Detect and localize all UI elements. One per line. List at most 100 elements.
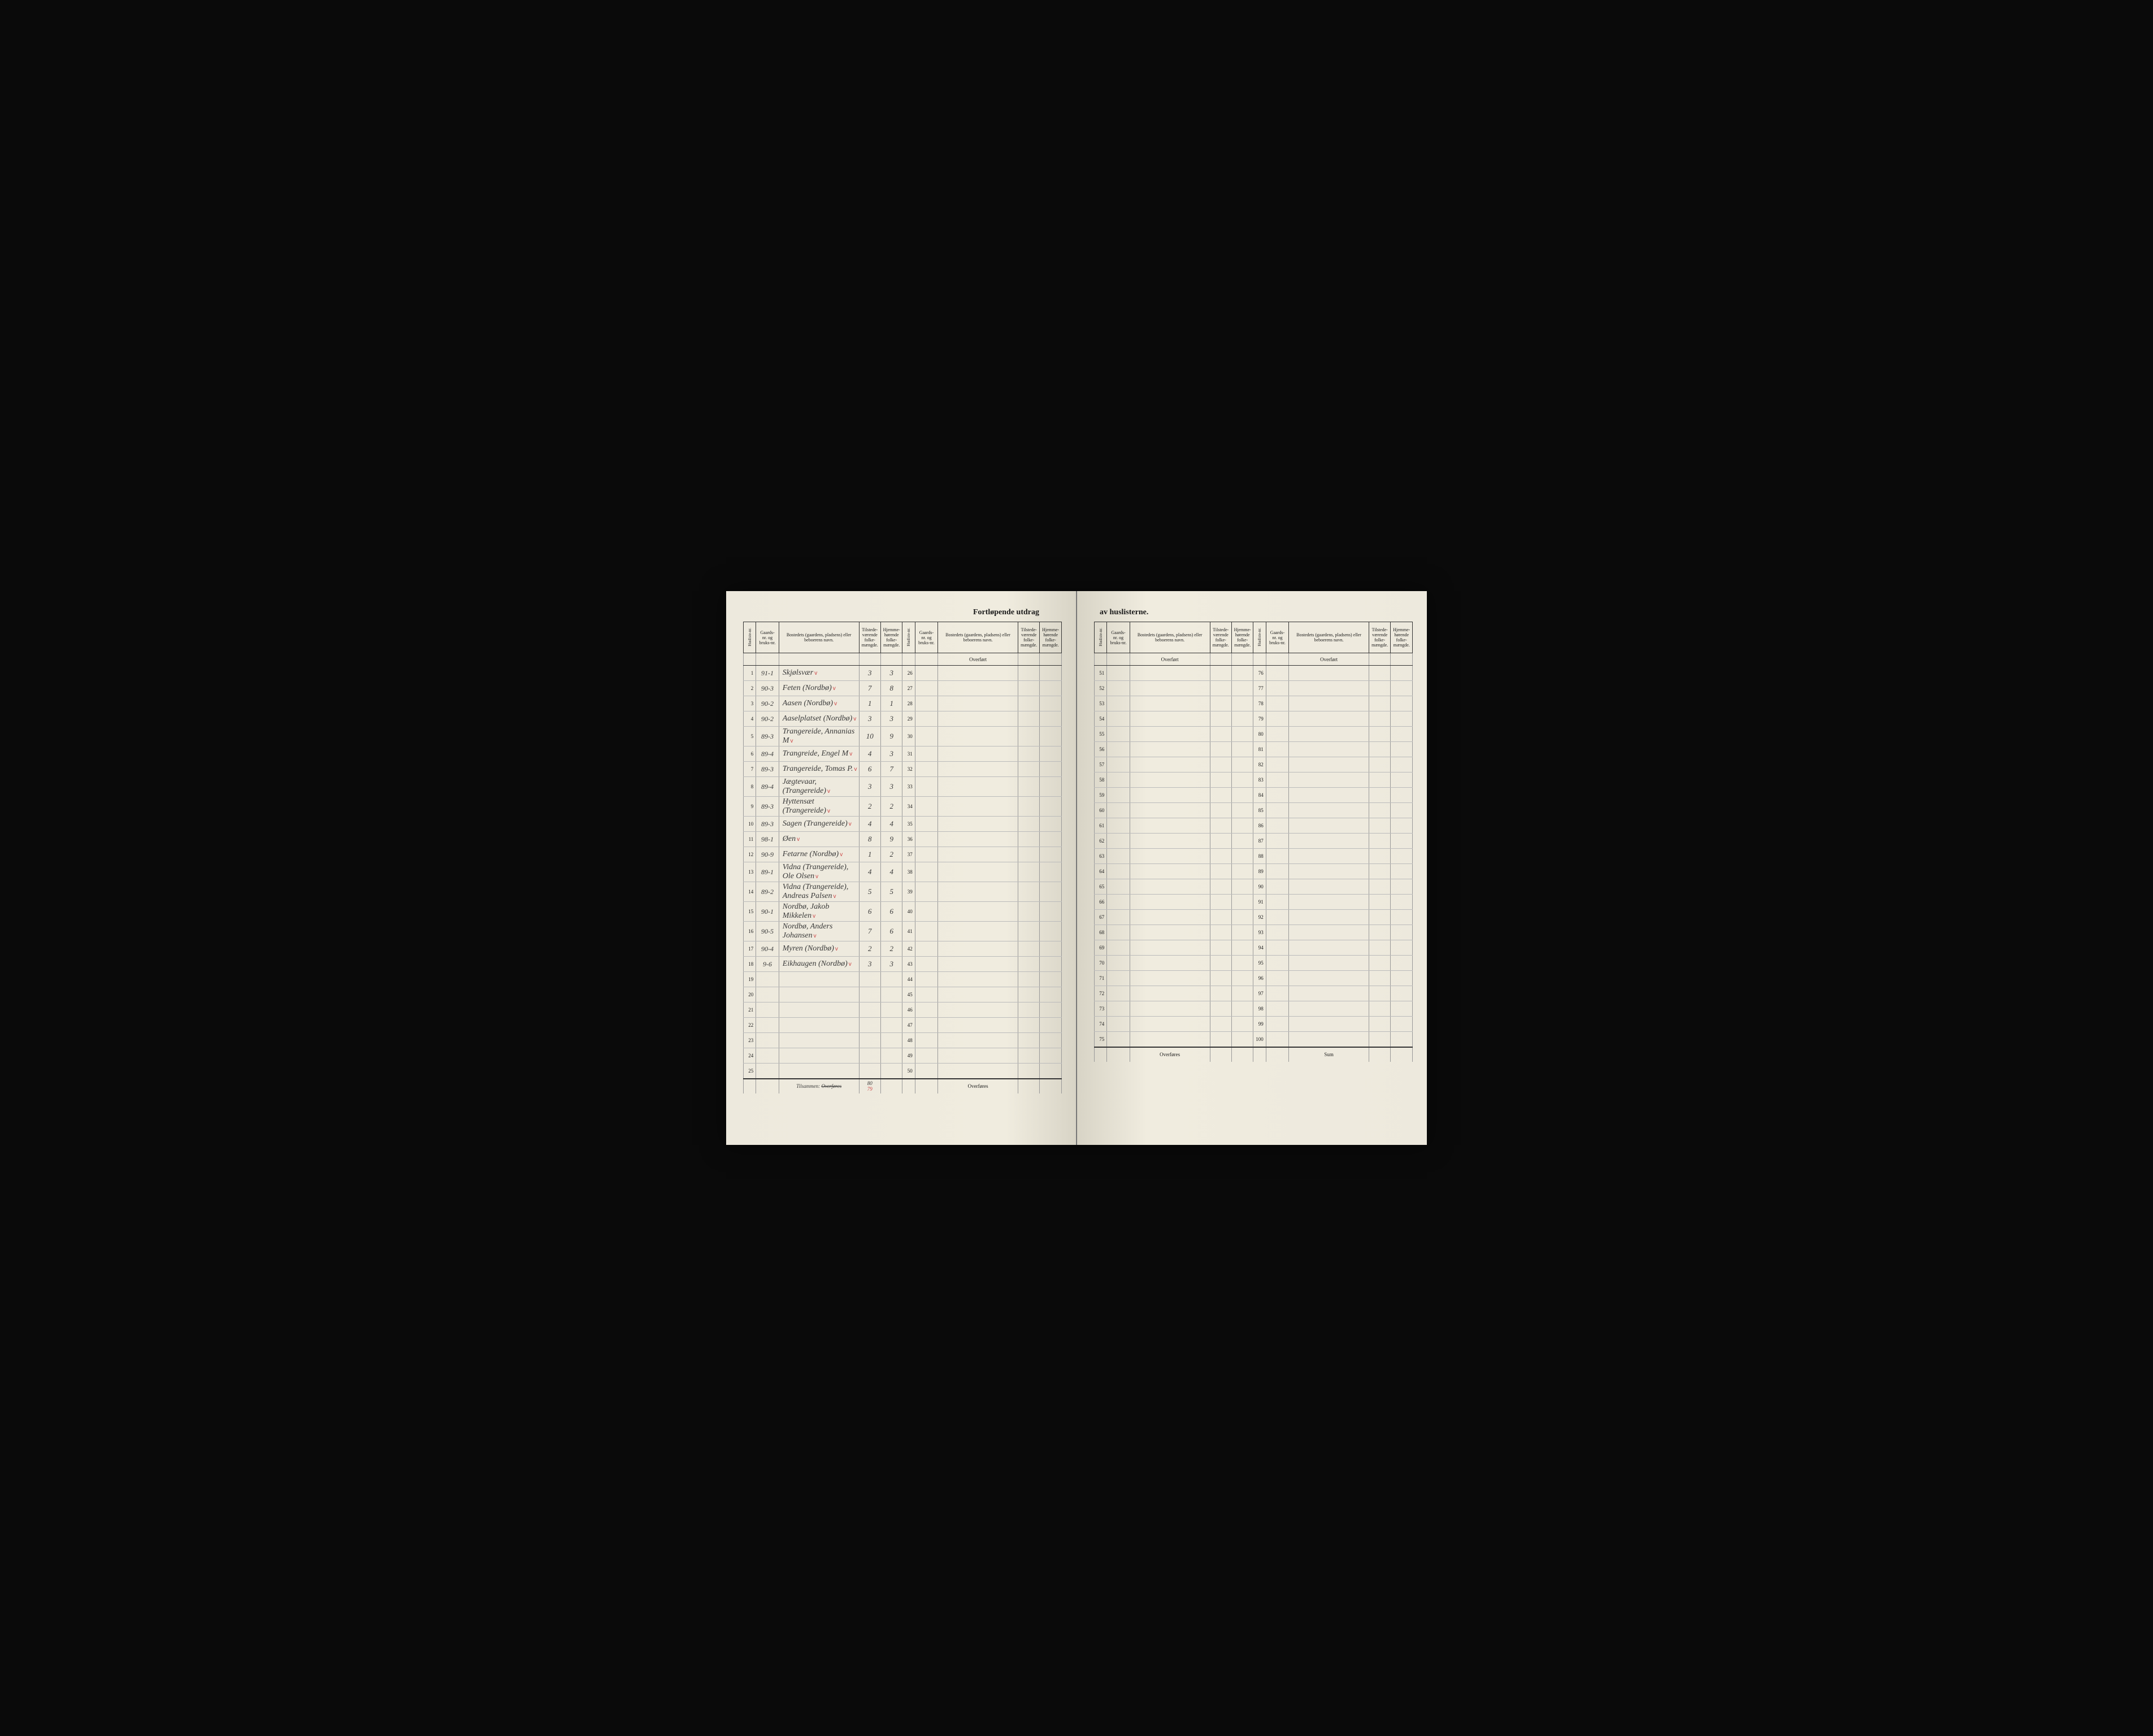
row-num-b: 90: [1253, 879, 1266, 895]
gaards-cell: [756, 1002, 779, 1018]
bosted-cell-b: [938, 941, 1018, 957]
gaards-cell: [1107, 803, 1130, 818]
bosted-cell: [1130, 742, 1210, 757]
tilstede-cell: [1210, 986, 1231, 1001]
gaards-cell-b: [1266, 696, 1289, 711]
gaards-cell-b: [915, 797, 938, 817]
hjemme-cell: 6: [880, 902, 902, 922]
row-num: 10: [744, 817, 756, 832]
row-num-b: 27: [902, 681, 915, 696]
col-tilstede-c: Tilstede-værende folke-mængde.: [1210, 622, 1231, 653]
tilstede-cell: [1210, 788, 1231, 803]
hjemme-cell: [1231, 742, 1253, 757]
tilstede-cell-b: [1369, 757, 1390, 772]
bosted-cell-b: [1289, 1017, 1369, 1032]
row-num: 2: [744, 681, 756, 696]
tilstede-cell-b: [1369, 956, 1390, 971]
row-num-b: 45: [902, 987, 915, 1002]
bosted-cell-b: [1289, 879, 1369, 895]
gaards-cell: 89-3: [756, 797, 779, 817]
bosted-cell-b: [1289, 986, 1369, 1001]
tilstede-cell-b: [1369, 971, 1390, 986]
col-hjemme-d: Hjemme-hørende folke-mængde.: [1391, 622, 1413, 653]
gaards-cell-b: [915, 727, 938, 747]
tilstede-cell: [859, 1064, 880, 1079]
bosted-cell: [1130, 681, 1210, 696]
hjemme-cell: [1231, 772, 1253, 788]
col-hjemme: Hjemme-hørende folke-mængde.: [880, 622, 902, 653]
gaards-cell-b: [1266, 956, 1289, 971]
footer-row: Tilsammen: Overføres8079Overføres: [744, 1079, 1062, 1093]
tilstede-cell-b: [1018, 777, 1039, 797]
table-row: 56 81: [1095, 742, 1413, 757]
hjemme-cell-b: [1391, 772, 1413, 788]
table-row: 18 9-6 Eikhaugen (Nordbø)v 3 3 43: [744, 957, 1062, 972]
hjemme-cell: [880, 1018, 902, 1033]
tilstede-cell: 3: [859, 777, 880, 797]
tilstede-cell-b: [1369, 834, 1390, 849]
gaards-cell: [1107, 864, 1130, 879]
gaards-cell: [1107, 895, 1130, 910]
hjemme-cell: [1231, 696, 1253, 711]
row-num: 63: [1095, 849, 1107, 864]
hjemme-cell-b: [1040, 941, 1062, 957]
row-num: 73: [1095, 1001, 1107, 1017]
table-row: 61 86: [1095, 818, 1413, 834]
tilstede-cell: 1: [859, 696, 880, 711]
row-num-b: 41: [902, 922, 915, 941]
table-row: 11 98-1 Øenv 8 9 36: [744, 832, 1062, 847]
hjemme-cell-b: [1040, 777, 1062, 797]
row-num: 61: [1095, 818, 1107, 834]
hjemme-cell: 4: [880, 817, 902, 832]
hjemme-cell-b: [1391, 1001, 1413, 1017]
gaards-cell: [756, 972, 779, 987]
hjemme-cell-b: [1040, 747, 1062, 762]
bosted-cell-b: [1289, 803, 1369, 818]
tilstede-cell: [1210, 879, 1231, 895]
gaards-cell-b: [1266, 666, 1289, 681]
gaards-cell: [1107, 727, 1130, 742]
ledger-rows-left: Overført 1 91-1 Skjølsværv 3 3 26 2 90-3…: [744, 653, 1062, 1093]
bosted-cell: Sagen (Trangereide)v: [779, 817, 859, 832]
tilstede-cell: [1210, 757, 1231, 772]
bosted-cell: [1130, 803, 1210, 818]
row-num: 7: [744, 762, 756, 777]
gaards-cell-b: [915, 1048, 938, 1064]
gaards-cell-b: [915, 862, 938, 882]
gaards-cell: 89-4: [756, 777, 779, 797]
bosted-cell: Hyttensæt (Trangereide)v: [779, 797, 859, 817]
col-gaards-c: Gaards-nr. og bruks-nr.: [1107, 622, 1130, 653]
gaards-cell-b: [915, 1064, 938, 1079]
bosted-cell-b: [1289, 971, 1369, 986]
tilstede-cell: [859, 1033, 880, 1048]
row-num: 74: [1095, 1017, 1107, 1032]
hjemme-cell: 4: [880, 862, 902, 882]
bosted-cell: [1130, 940, 1210, 956]
bosted-cell-b: [1289, 666, 1369, 681]
row-num-b: 49: [902, 1048, 915, 1064]
tilstede-cell: 4: [859, 747, 880, 762]
tilstede-cell-b: [1369, 772, 1390, 788]
row-num-b: 83: [1253, 772, 1266, 788]
row-num-b: 81: [1253, 742, 1266, 757]
tilstede-cell: [1210, 940, 1231, 956]
gaards-cell: [1107, 711, 1130, 727]
hjemme-cell-b: [1040, 972, 1062, 987]
row-num: 60: [1095, 803, 1107, 818]
tilstede-cell: [1210, 925, 1231, 940]
row-num: 16: [744, 922, 756, 941]
tilstede-cell-b: [1369, 1032, 1390, 1047]
gaards-cell: [1107, 971, 1130, 986]
table-row: 71 96: [1095, 971, 1413, 986]
row-num: 21: [744, 1002, 756, 1018]
gaards-cell: [1107, 879, 1130, 895]
hjemme-cell-b: [1391, 986, 1413, 1001]
right-page: av huslisterne. Husliste-nr. Gaards-nr. …: [1076, 591, 1427, 1145]
gaards-cell-b: [915, 987, 938, 1002]
bosted-cell-b: [1289, 864, 1369, 879]
row-num-b: 48: [902, 1033, 915, 1048]
tilstede-cell: 4: [859, 817, 880, 832]
hjemme-cell: [1231, 1017, 1253, 1032]
table-row: 75 100: [1095, 1032, 1413, 1047]
bosted-cell-b: [1289, 772, 1369, 788]
